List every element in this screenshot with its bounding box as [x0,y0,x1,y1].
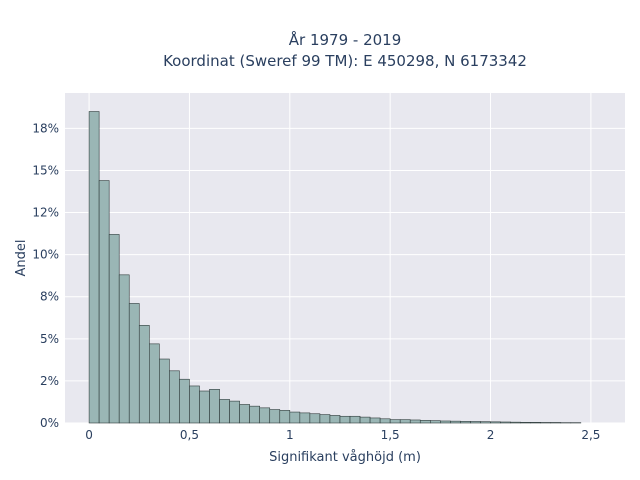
y-axis-label: Andel [14,240,29,277]
histogram-bar [530,422,541,424]
y-tick-label: 0% [40,416,59,430]
y-tick-label: 5% [40,332,59,346]
histogram-bar [349,415,361,424]
histogram-bar [108,234,120,424]
histogram-bar [480,421,491,424]
histogram-bar [149,343,160,424]
x-tick-label: 1,5 [381,428,400,442]
histogram-bar [169,370,180,424]
histogram-bar [259,407,271,424]
y-tick-label: 2% [40,374,59,388]
histogram-bar [269,409,281,424]
histogram-bar [219,399,230,424]
histogram-bar [199,390,210,424]
x-tick-label: 1 [286,428,294,442]
histogram-bar [138,325,150,424]
histogram-bar [389,419,401,424]
histogram-bar [510,421,521,424]
histogram-bar [490,421,501,424]
histogram-bar [179,378,190,424]
y-tick-label: 8% [40,290,59,304]
x-tick-label: 0 [85,428,93,442]
histogram-bar [98,180,110,424]
histogram-bar [88,111,100,424]
histogram-bar [339,415,351,424]
histogram-bar [128,303,140,424]
histogram-bar [229,400,240,424]
chart-title-line-2: Koordinat (Sweref 99 TM): E 450298, N 61… [163,52,527,70]
y-tick-label: 12% [32,206,59,220]
histogram-bar [189,385,200,424]
histogram-bar [209,389,220,424]
histogram-bar [319,414,331,424]
histogram-bar [369,417,381,424]
histogram-bar [430,420,441,424]
y-tick-label: 15% [32,163,59,177]
histogram-bar [399,419,411,424]
y-tick-label: 18% [32,121,59,135]
histogram-bar [500,421,511,424]
histogram-bar [289,411,301,424]
x-axis-label: Signifikant våghöjd (m) [269,450,421,465]
histogram-bar [359,416,371,424]
histogram-bar [309,413,321,424]
histogram-bar [299,412,311,424]
histogram-bar [118,274,130,424]
histogram-bar [419,420,431,424]
histogram-bar [450,420,461,424]
bars-layer [88,111,582,424]
histogram-bar [249,405,260,424]
x-tick-label: 2,5 [581,428,600,442]
histogram-bar [550,422,562,424]
histogram-bar [409,419,421,424]
histogram-bar [329,415,341,424]
y-tick-label: 10% [32,248,59,262]
histogram-bar [159,358,170,424]
chart-title-line-1: År 1979 - 2019 [289,30,402,49]
histogram-bar [460,421,471,424]
tick-layer: 0 0,5 1 1,5 2 2,5 0% 2% 5% 8% 10% 12% 15% 18% [32,121,600,442]
x-tick-label: 0,5 [180,428,199,442]
histogram-bar [470,421,481,424]
x-tick-label: 2 [487,428,495,442]
histogram-bar [440,420,451,424]
histogram-bar [279,410,291,424]
histogram-bar [520,422,531,424]
histogram-bar [379,418,391,424]
histogram-bar [540,422,552,424]
histogram-bar [239,404,250,424]
